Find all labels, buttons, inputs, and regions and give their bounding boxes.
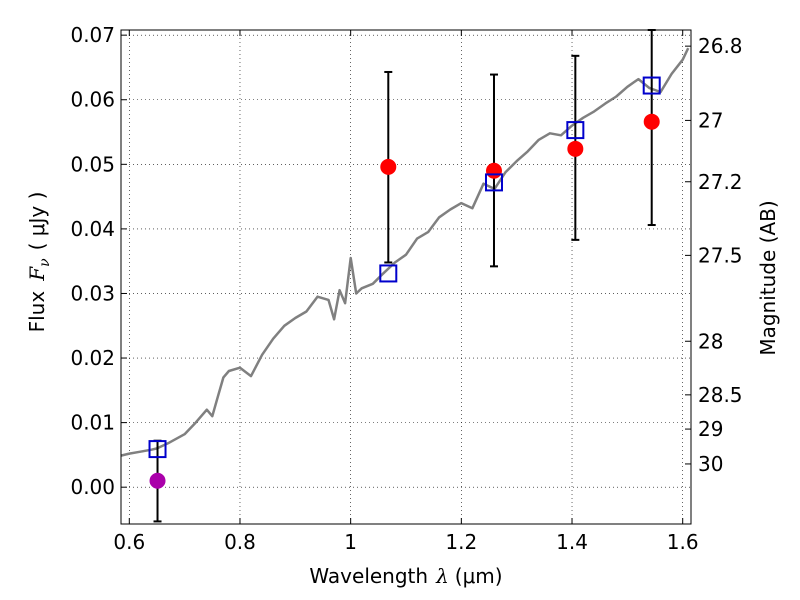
y-tick-label: 0.04 bbox=[70, 217, 115, 241]
y-axis-label: FluxFν( μJy ) bbox=[25, 192, 53, 333]
x-tick-label: 1 bbox=[344, 530, 357, 554]
y-tick-label: 0.07 bbox=[70, 23, 115, 47]
model-box bbox=[642, 76, 661, 95]
y2-tick-label: 27 bbox=[698, 108, 723, 132]
y2-tick-label: 29 bbox=[698, 417, 723, 441]
y-axis-ticks: 0.00 0.01 0.02 0.03 0.04 0.05 0.06 0.07 bbox=[70, 23, 127, 499]
y2-tick-label: 27.2 bbox=[698, 170, 743, 194]
model-box bbox=[484, 173, 503, 192]
observed-point bbox=[485, 162, 502, 179]
y-tick-label: 0.02 bbox=[70, 346, 115, 370]
observed-point bbox=[149, 472, 166, 489]
model-box bbox=[148, 440, 167, 459]
y2-tick-label: 30 bbox=[698, 452, 723, 476]
observed-point bbox=[380, 158, 397, 175]
grid-lines bbox=[121, 30, 691, 524]
y-tick-label: 0.06 bbox=[70, 88, 115, 112]
x-tick-label: 1.4 bbox=[556, 530, 588, 554]
y-tick-label: 0.00 bbox=[70, 475, 115, 499]
y2-axis-ticks: 26.8 27 27.2 27.5 28 28.5 29 30 bbox=[685, 34, 743, 476]
model-boxes bbox=[148, 76, 661, 459]
model-box bbox=[379, 264, 398, 283]
x-axis-ticks: 0.6 0.8 1 1.2 1.4 1.6 bbox=[113, 30, 699, 554]
x-tick-label: 1.6 bbox=[667, 530, 699, 554]
y-tick-label: 0.03 bbox=[70, 281, 115, 305]
y2-tick-label: 28 bbox=[698, 329, 723, 353]
model-spectrum-line bbox=[120, 47, 690, 457]
x-tick-label: 0.6 bbox=[113, 530, 145, 554]
x-tick-label: 0.8 bbox=[224, 530, 256, 554]
observed-point bbox=[643, 113, 660, 130]
x-tick-label: 1.2 bbox=[445, 530, 477, 554]
plot-frame bbox=[120, 29, 692, 525]
y2-tick-label: 26.8 bbox=[698, 34, 743, 58]
x-axis-label: Wavelength λ (μm) bbox=[309, 564, 502, 588]
model-box bbox=[566, 121, 585, 140]
y2-axis-label: Magnitude (AB) bbox=[756, 200, 780, 355]
y2-tick-label: 28.5 bbox=[698, 383, 743, 407]
y-tick-label: 0.01 bbox=[70, 411, 115, 435]
y2-tick-label: 27.5 bbox=[698, 243, 743, 267]
y-tick-label: 0.05 bbox=[70, 152, 115, 176]
observed-point bbox=[567, 140, 584, 157]
model-spectrum bbox=[120, 47, 690, 457]
